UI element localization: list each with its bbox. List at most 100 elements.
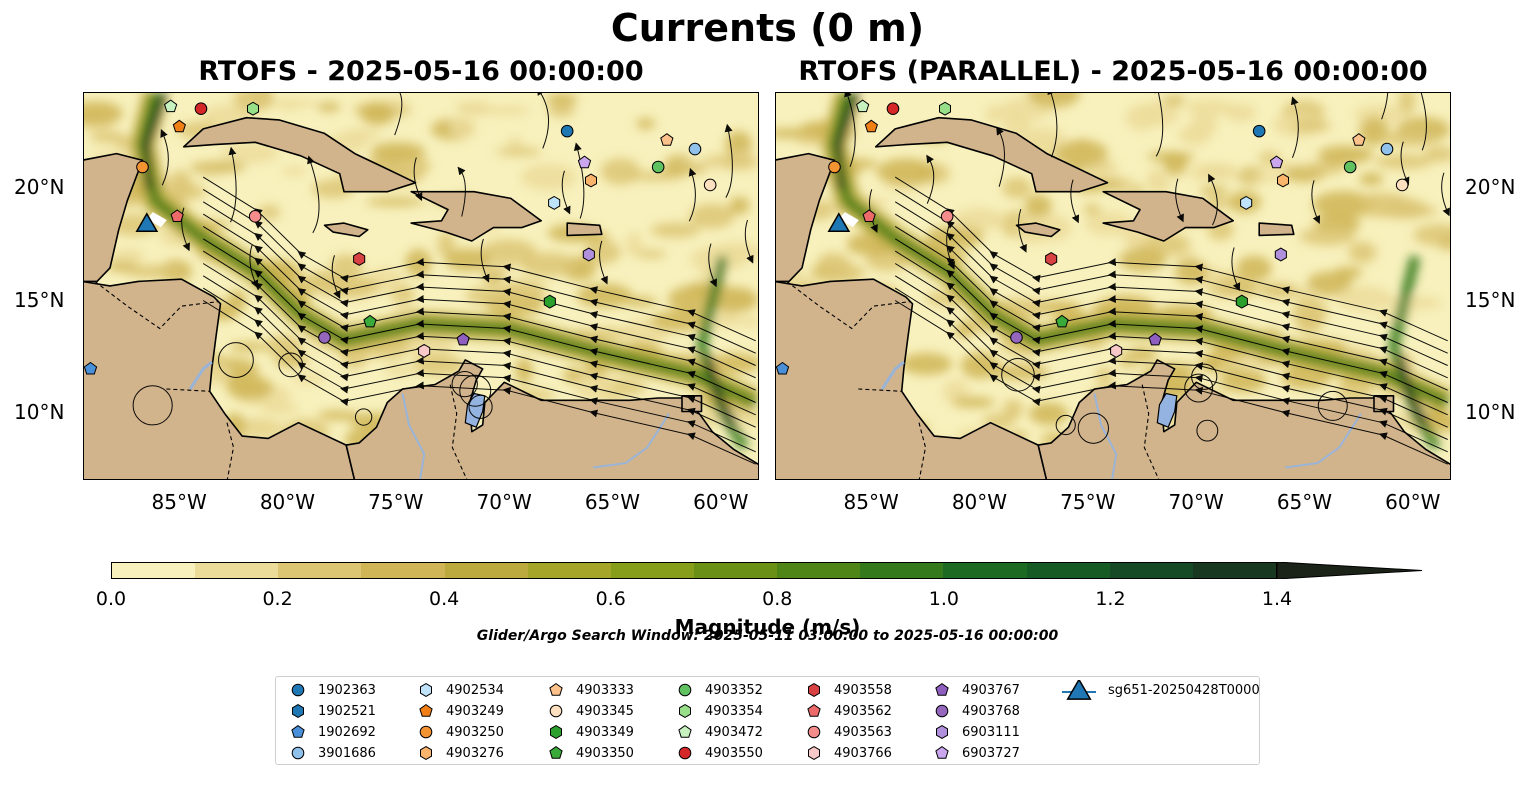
legend-marker-4903472 [678,724,692,738]
marker-4903276 [1277,173,1289,188]
colorbar-tick-label: 0.2 [262,588,293,610]
legend-label: 1902692 [318,724,376,740]
marker-4903472 [856,99,870,113]
legend-item: 4903250 [416,722,504,742]
marker-1902692 [776,361,790,375]
legend: 1902363 1902521 1902692 3901686 4902534 49032… [275,676,1260,765]
legend-item: 1902521 [288,701,376,721]
legend-marker-4903558 [808,683,820,697]
legend-item: 1902363 [288,680,376,700]
colorbar-segment [112,563,196,578]
marker-4903354 [247,101,259,116]
marker-3901686 [688,142,702,156]
marker-6903111 [1274,247,1287,262]
legend-item: 4903349 [546,722,634,742]
marker-4903345 [703,178,717,192]
lat-tick-label: 20°N [1465,175,1516,200]
marker-4903768 [318,331,331,344]
marker-4903767 [456,332,470,346]
marker-4903354 [939,101,951,116]
colorbar-tick-label: 0.6 [595,588,626,610]
legend-label: 4902534 [446,682,504,698]
legend-label: 1902521 [318,703,376,719]
legend-label: 4903250 [446,724,504,740]
colorbar-tick-label: 0.8 [762,588,793,610]
lon-tick-label: 75°W [1060,490,1116,514]
legend-item: 4903354 [675,701,763,721]
legend-label: 4903276 [446,745,504,761]
marker-4902534 [1240,195,1253,210]
map-canvas [84,93,758,479]
legend-marker-4903354 [679,704,691,718]
lat-tick-label: 10°N [1465,399,1516,424]
lon-tick-label: 65°W [584,490,641,514]
marker-4903550 [194,102,208,115]
marker-6903111 [582,247,595,262]
legend-marker-4903349 [550,725,562,739]
legend-item: 4903550 [675,743,763,763]
marker-1902363 [560,124,574,138]
legend-marker-4903563 [807,725,821,739]
legend-item: 4903345 [546,701,634,721]
legend-label: 4903563 [834,724,892,740]
legend-item: 4903472 [675,722,763,742]
colorbar-tick-label: 1.0 [928,588,959,610]
legend-item: 4903767 [932,680,1020,700]
lon-tick-label: 85°W [151,490,207,514]
colorbar-segment [860,563,944,578]
colorbar-segment [943,563,1027,578]
legend-label: 6903727 [962,745,1020,761]
legend-marker-6903111 [936,725,948,739]
colorbar-segment [1026,563,1110,578]
lat-tick-label: 15°N [1465,287,1516,312]
legend-label: 4903249 [446,703,504,719]
legend-label: 4903768 [962,703,1020,719]
map-panel-rtofs-parallel [775,92,1451,480]
legend-item: 4903352 [675,680,763,700]
panel-title-rtofs: RTOFS - 2025-05-16 00:00:00 [198,56,644,87]
glider-track [838,212,859,228]
legend-marker-4903276 [420,746,432,760]
legend-item: 4902534 [416,680,504,700]
legend-label: 4903352 [705,682,763,698]
marker-4903349 [543,294,556,309]
marker-4903768 [1010,331,1023,344]
legend-marker-4903350 [549,745,563,759]
legend-marker-1902692 [291,724,305,738]
marker-4903350 [363,314,377,328]
legend-item: 4903276 [416,743,504,763]
legend-item: 4903562 [804,701,892,721]
colorbar-segment [1192,563,1276,578]
lat-tick-label: 10°N [14,399,65,424]
legend-item: 6903111 [932,722,1020,742]
panel-title-rtofs-parallel: RTOFS (PARALLEL) - 2025-05-16 00:00:00 [798,56,1428,87]
colorbar-tick-label: 1.2 [1095,588,1126,610]
legend-label: 4903767 [962,682,1020,698]
colorbar-segment [1109,563,1193,578]
legend-label: 1902363 [318,682,376,698]
legend-label: 4903333 [576,682,634,698]
legend-item: 4903766 [804,743,892,763]
legend-item: 4903558 [804,680,892,700]
marker-sg651-20250428T0000 [135,212,159,232]
colorbar-segment [278,563,362,578]
legend-item: 4903768 [932,701,1020,721]
marker-4903333 [660,133,674,146]
legend-label: 4903354 [705,703,763,719]
legend-item: 1902692 [288,722,376,742]
legend-item: 4903249 [416,701,504,721]
marker-4903472 [164,99,178,113]
marker-4903562 [170,209,184,222]
lat-tick-label: 15°N [14,287,65,312]
marker-4903250 [828,160,841,174]
legend-label: 4903558 [834,682,892,698]
marker-4903333 [1352,133,1366,146]
legend-marker-4903333 [549,682,563,696]
marker-4903352 [1343,160,1357,174]
marker-4903249 [864,119,878,133]
legend-label: 6903111 [962,724,1020,740]
marker-4903249 [172,119,186,133]
marker-1902363 [1252,124,1266,138]
lat-tick-label: 20°N [14,175,65,200]
lon-tick-label: 80°W [951,490,1008,514]
